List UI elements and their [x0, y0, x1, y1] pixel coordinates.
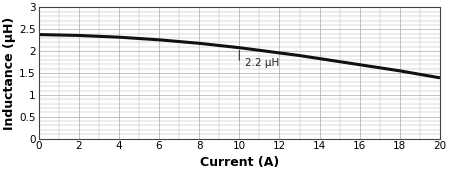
Text: 2.2 μH: 2.2 μH — [245, 58, 279, 68]
X-axis label: Current (A): Current (A) — [200, 155, 279, 169]
Y-axis label: Inductance (μH): Inductance (μH) — [4, 16, 17, 130]
